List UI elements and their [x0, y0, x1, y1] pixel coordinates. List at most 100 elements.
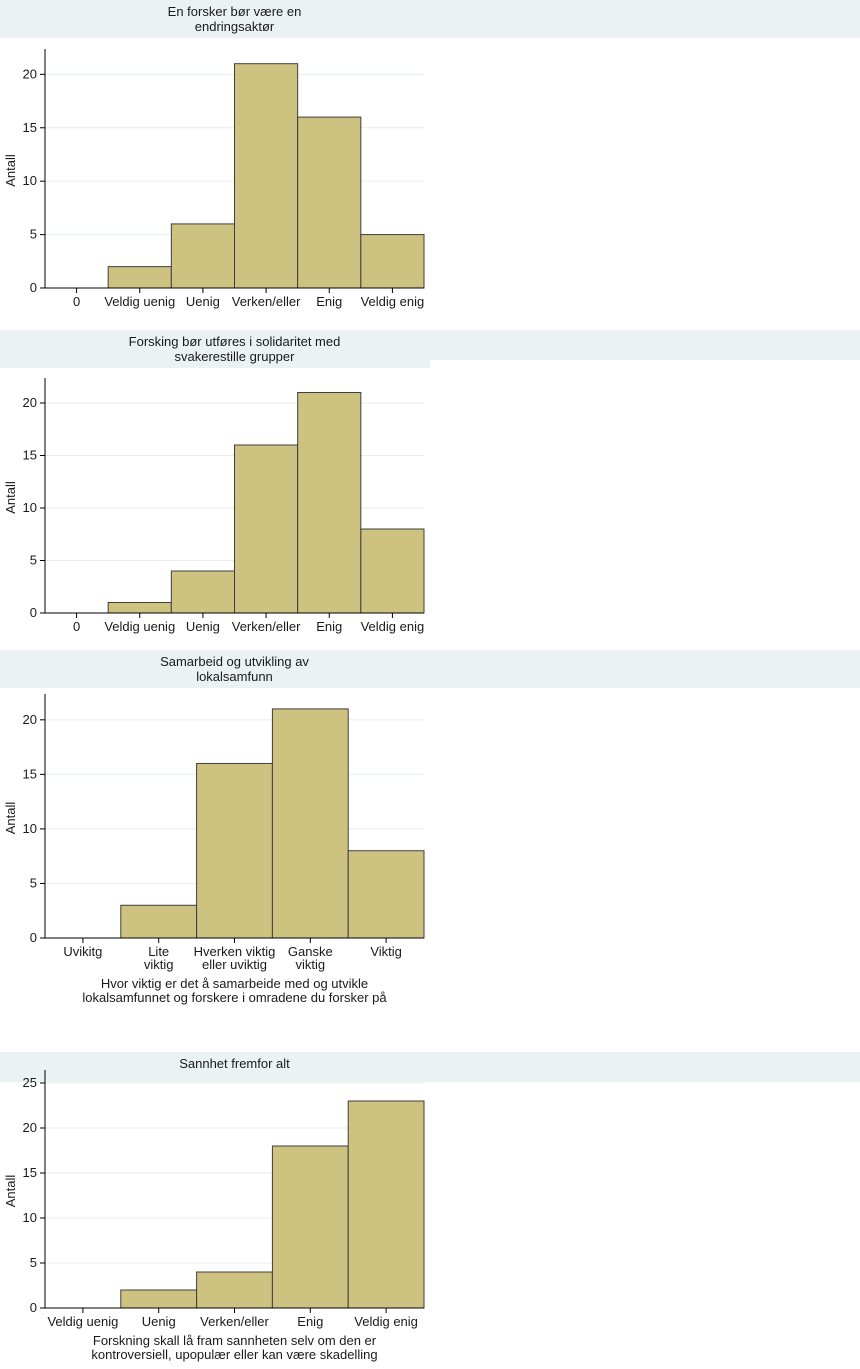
- y-tick-label: 15: [23, 448, 37, 463]
- bar: [120, 904, 198, 939]
- x-axis-label: Forskning skall lå fram sannheten selv o…: [93, 1333, 377, 1348]
- x-tick-label: 0: [73, 294, 80, 309]
- title-band: [0, 1052, 430, 1082]
- x-tick-label: Veldig uenig: [104, 619, 175, 634]
- title-band: [430, 1052, 860, 1082]
- y-tick-label: 0: [30, 605, 37, 620]
- title-band: [0, 650, 430, 688]
- chart-svg: Forsking bør utføres i solidaritet medsv…: [0, 330, 430, 634]
- y-tick-label: 15: [23, 766, 37, 781]
- bar: [297, 392, 362, 614]
- chart-title-line: endringsaktør: [195, 19, 275, 34]
- x-axis-label: Hvor viktig er det å samarbeide med og u…: [101, 976, 368, 991]
- x-tick-label: Lite: [148, 944, 169, 959]
- x-tick-label: Verken/eller: [200, 1314, 269, 1329]
- y-tick-label: 10: [23, 1210, 37, 1225]
- x-tick-label: viktig: [295, 957, 325, 972]
- x-tick-label: Viktig: [370, 944, 402, 959]
- y-tick-label: 25: [23, 1075, 37, 1090]
- chart-panel-7: Sannhet fremfor alt 0 5 10 15 20 25 Antall Veldi…: [0, 1052, 430, 1369]
- x-tick-label: 0: [73, 619, 80, 634]
- bar: [170, 223, 235, 289]
- chart-svg: Sannhet fremfor alt 0 5 10 15 20 25 Antall Veldi…: [0, 1052, 430, 1362]
- y-tick-label: 0: [30, 280, 37, 295]
- chart-panel-3: Forsking bør utføres i solidaritet med sv…: [0, 330, 430, 648]
- bar: [107, 602, 172, 614]
- y-tick-label: 5: [30, 875, 37, 890]
- bar: [120, 1289, 198, 1309]
- chart-panel-4: Hvem er viktigste publikum?0510152025Ant…: [430, 330, 860, 648]
- x-tick-label: Veldig enig: [354, 1314, 418, 1329]
- chart-svg: Forskning bør bidra til å fremmerettferd…: [430, 0, 860, 38]
- bar: [297, 116, 362, 289]
- y-tick-label: 5: [30, 553, 37, 568]
- x-tick-label: Veldig enig: [361, 294, 425, 309]
- x-tick-label: Veldig uenig: [104, 294, 175, 309]
- y-tick-label: 15: [23, 120, 37, 135]
- chart-panel-5: Samarbeid og utvikling av lokalsamfunn 0 5 1…: [0, 650, 430, 1040]
- x-tick-label: eller uviktig: [202, 957, 267, 972]
- chart-panel-2: Forskning bør bidra til å fremmerettferd…: [430, 0, 860, 318]
- y-tick-label: 20: [23, 712, 37, 727]
- title-band: [430, 0, 860, 38]
- title-band: [0, 330, 430, 368]
- x-tick-label: Uvikitg: [63, 944, 102, 959]
- x-axis-label: kontroversiell, upopulær eller kan være …: [91, 1347, 377, 1362]
- x-tick-label: Uenig: [186, 619, 220, 634]
- y-axis-label: Antall: [3, 1175, 18, 1208]
- bar: [107, 266, 172, 289]
- y-axis-label: Antall: [3, 154, 18, 187]
- chart-svg: Hvor viktig er utdanningen av en ny gene…: [430, 1052, 860, 1082]
- title-band: [430, 330, 860, 360]
- x-tick-label: Verken/eller: [232, 294, 301, 309]
- y-tick-label: 0: [30, 1300, 37, 1315]
- x-tick-label: Hverken viktig: [194, 944, 276, 959]
- x-tick-label: Veldig enig: [361, 619, 425, 634]
- x-tick-label: Uenig: [142, 1314, 176, 1329]
- bar: [347, 850, 425, 939]
- y-tick-label: 10: [23, 821, 37, 836]
- chart-title-line: svakerestille grupper: [175, 349, 296, 364]
- y-tick-label: 20: [23, 395, 37, 410]
- chart-svg: Hvem er viktigste publikum?0510152025Ant…: [430, 330, 860, 360]
- bar: [170, 570, 235, 614]
- y-tick-label: 10: [23, 173, 37, 188]
- bar: [347, 1100, 425, 1309]
- chart-title-line: En forsker bør være en: [168, 4, 302, 19]
- chart-panel-8: Hvor viktig er utdanningen av en ny gene…: [430, 1052, 860, 1369]
- y-tick-label: 5: [30, 1255, 37, 1270]
- x-tick-label: Enig: [297, 1314, 323, 1329]
- y-axis-label: Antall: [3, 802, 18, 835]
- chart-panel-6: Hvor viktig er det å oppdage nyesammenhe…: [430, 650, 860, 1040]
- x-tick-label: Veldig uenig: [47, 1314, 118, 1329]
- x-axis-label: lokalsamfunnet og forskere i omradene du…: [82, 990, 387, 1005]
- bar: [360, 528, 425, 614]
- x-tick-label: Ganske: [288, 944, 333, 959]
- x-tick-label: Enig: [316, 294, 342, 309]
- y-axis-label: Antall: [3, 481, 18, 514]
- bar: [196, 1271, 273, 1309]
- chart-panel-1: En forsker bør være en endringsaktør 0 5 10 1…: [0, 0, 430, 318]
- chart-title-line: Samarbeid og utvikling av: [160, 654, 309, 669]
- bar: [234, 63, 299, 289]
- x-tick-label: Uenig: [186, 294, 220, 309]
- title-band: [0, 0, 430, 38]
- chart-svg: Hvor viktig er det å oppdage nyesammenhe…: [430, 650, 860, 688]
- chart-title-line: Sannhet fremfor alt: [179, 1056, 290, 1071]
- x-tick-label: viktig: [144, 957, 174, 972]
- bar: [271, 708, 349, 939]
- bar: [271, 1145, 349, 1309]
- x-tick-label: Enig: [316, 619, 342, 634]
- x-tick-label: Verken/eller: [232, 619, 301, 634]
- bar: [360, 234, 425, 289]
- y-tick-label: 15: [23, 1165, 37, 1180]
- y-tick-label: 0: [30, 930, 37, 945]
- bar: [234, 444, 299, 614]
- chart-title-line: lokalsamfunn: [196, 669, 273, 684]
- y-tick-label: 5: [30, 227, 37, 242]
- y-tick-label: 20: [23, 1120, 37, 1135]
- y-tick-label: 10: [23, 500, 37, 515]
